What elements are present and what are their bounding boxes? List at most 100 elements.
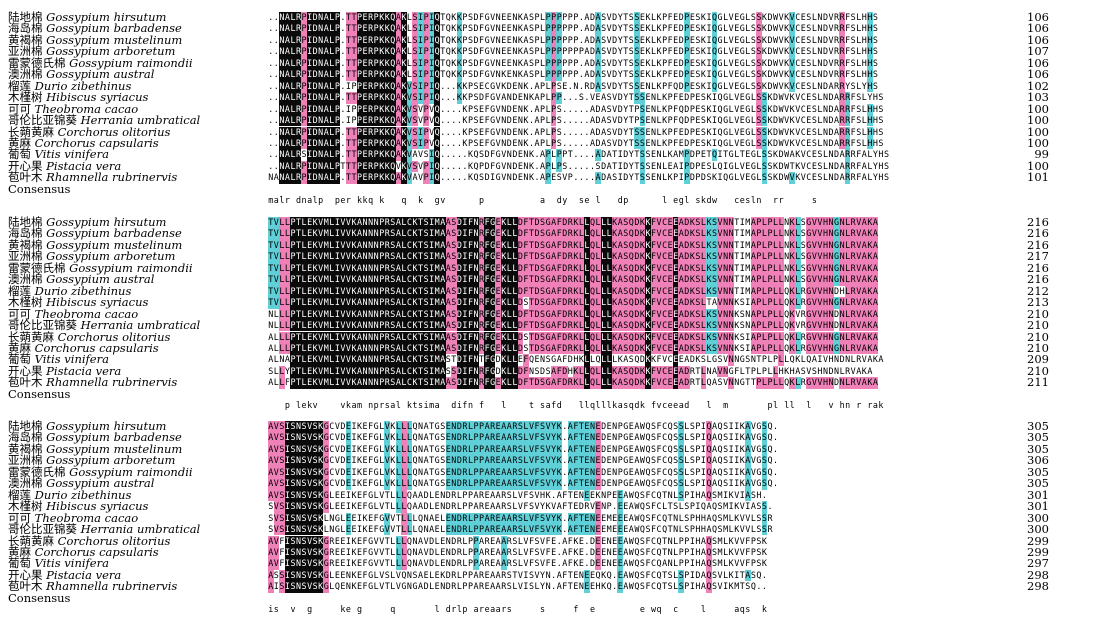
residue-end-number: 301 xyxy=(1027,487,1049,502)
sequence-row: 澳洲棉 Gossypium austral TVLLPTLEKVMLIVVKANN… xyxy=(0,272,1100,287)
sequence-row: 黄麻 Corchorus capsularis AVFISNSVSKGREEIKE… xyxy=(0,544,1100,559)
sequence-residues: AISISNSVSKGLQENKEFGLVTLVGNGADLENDRLPPARE… xyxy=(268,581,768,593)
species-label: 海岛棉 Gossypium barbadense xyxy=(8,228,182,240)
sequence-row: 陆地棉 Gossypium hirsutum AVSISNSVSKGCVDEIKE… xyxy=(0,419,1100,433)
residue-end-number: 306 xyxy=(1027,453,1049,468)
species-chinese-name: 苞叶木 xyxy=(8,579,43,594)
species-chinese-name: 黄麻 xyxy=(8,544,31,559)
sequence-residues: AVSISNSVSKGCVDEIKEFGLVKLLLQNATGSENDRLPPA… xyxy=(268,478,779,490)
residue-end-number: 210 xyxy=(1027,363,1049,378)
sequence-row: 黄麻 Corchorus capsularis ALLLPTLEKVMLIVVKA… xyxy=(0,342,1100,355)
species-label: 黄褐棉 Gossypium mustelinum xyxy=(8,441,183,456)
residue-end-number: 100 xyxy=(1027,158,1049,173)
residue-end-number: 216 xyxy=(1027,226,1049,241)
species-chinese-name: 可可 xyxy=(8,306,31,321)
species-label: 长蒴黄麻 Corchorus olitorius xyxy=(8,124,171,139)
sequence-row: 黄麻 Corchorus capsularis ..NALRPIDNALP.TTP… xyxy=(0,135,1100,150)
species-label: 开心果 Pistacia vera xyxy=(8,567,122,582)
species-latin-name: Theobroma cacao xyxy=(34,101,139,116)
species-latin-name: Rhamnella rubrinervis xyxy=(46,375,178,390)
species-latin-name: Vitis vinifera xyxy=(34,147,109,162)
species-latin-name: Durio zibethinus xyxy=(34,78,132,93)
species-latin-name: Gossypium hirsutum xyxy=(46,215,167,229)
species-latin-name: Hibiscus syriacus xyxy=(46,90,149,105)
residue-end-number: 305 xyxy=(1027,464,1049,479)
species-label: 葡萄 Vitis vinifera xyxy=(8,556,109,571)
residue-end-number: 101 xyxy=(1027,170,1049,185)
species-label: 苞叶木 Rhamnella rubrinervis xyxy=(8,375,178,390)
species-chinese-name: 可可 xyxy=(8,101,31,116)
species-latin-name: Vitis vinifera xyxy=(34,556,109,571)
species-label: 陆地棉 Gossypium hirsutum xyxy=(8,11,166,23)
species-chinese-name: 雷蒙德氏棉 xyxy=(8,464,66,479)
sequence-residues: AVSISNSVSKGCVDEIKEFGLVKLLLQNATGSENDRLPPA… xyxy=(268,432,779,444)
sequence-row: 榴莲 Durio zibethinus TVLLPTLEKVMLIVVKANNNP… xyxy=(0,283,1100,298)
consensus-label: Consensus xyxy=(8,590,71,605)
sequence-row: 黄褐棉 Gossypium mustelinum TVLLPTLEKVMLIVVK… xyxy=(0,237,1100,252)
species-latin-name: Pistacia vera xyxy=(46,567,122,582)
residue-end-number: 102 xyxy=(1027,78,1049,93)
sequence-residues: NLLLPTLEKVMLIVVKANNNPRSALCKTSIMAASDIFNRF… xyxy=(268,320,879,332)
species-latin-name: Corchorus olitorius xyxy=(57,124,171,139)
species-chinese-name: 黄褐棉 xyxy=(8,441,43,456)
sequence-row: 亚洲棉 Gossypium arboretum ..NALRPIDNALP.TTP… xyxy=(0,44,1100,59)
residue-end-number: 210 xyxy=(1027,329,1049,344)
sequence-row: 榴莲 Durio zibethinus ..NALRPIDNALP.IPPERPK… xyxy=(0,78,1100,93)
sequence-row: 葡萄 Vitis vinifera ALNAPTLEKVMLIVVKANNNPRS… xyxy=(0,352,1100,367)
species-label: 木槿树 Hibiscus syriacus xyxy=(8,500,148,512)
species-chinese-name: 雷蒙德氏棉 xyxy=(8,55,66,70)
sequence-row: 海岛棉 Gossypium barbadense AVSISNSVSKGCVDEI… xyxy=(0,430,1100,445)
species-latin-name: Herrania umbratical xyxy=(80,522,201,537)
residue-end-number: 107 xyxy=(1027,44,1049,59)
species-latin-name: Gossypium arboretum xyxy=(46,249,176,264)
species-label: 黄麻 Corchorus capsularis xyxy=(8,135,159,150)
species-latin-name: Gossypium austral xyxy=(46,272,155,287)
sequence-row: 长蒴黄麻 Corchorus olitorius ..NALRPIDNALP.TT… xyxy=(0,124,1100,139)
species-label: 亚洲棉 Gossypium arboretum xyxy=(8,44,175,59)
residue-end-number: 300 xyxy=(1027,522,1049,537)
species-chinese-name: 亚洲棉 xyxy=(8,44,43,59)
sequence-row: 苞叶木 Rhamnella rubrinervis NANALRPIDNALP.T… xyxy=(0,170,1100,185)
species-label: 开心果 Pistacia vera xyxy=(8,363,122,378)
sequence-residues: TVLLPTLEKVMLIVVKANNNPRSALCKTSIMAASDIFNRF… xyxy=(268,251,879,263)
species-latin-name: Rhamnella rubrinervis xyxy=(46,579,178,594)
sequence-residues: SVSISNSVSKLNGLEEIKEFGVVTLLLQNAELENDRLPPA… xyxy=(268,512,773,524)
residue-end-number: 216 xyxy=(1027,237,1049,252)
sequence-residues: ..NALRPIDNALP.TTPERPKKQAKVSIPIQ...KKPSDF… xyxy=(268,92,884,104)
species-label: 亚洲棉 Gossypium arboretum xyxy=(8,455,175,467)
species-latin-name: Pistacia vera xyxy=(46,158,122,173)
sequence-residues: AVSISNSVSKGCVDEIKEFGLVKLLLQNATGSENDRLPPA… xyxy=(268,443,779,456)
species-latin-name: Pistacia vera xyxy=(46,363,122,378)
residue-end-number: 299 xyxy=(1027,533,1049,548)
species-latin-name: Corchorus capsularis xyxy=(34,135,159,150)
species-latin-name: Gossypium barbadense xyxy=(46,430,182,445)
residue-end-number: 301 xyxy=(1027,499,1049,514)
species-label: 苞叶木 Rhamnella rubrinervis xyxy=(8,579,178,594)
sequence-row: 开心果 Pistacia vera SLLYPTLEKVMLIVVKANNNPRS… xyxy=(0,363,1100,378)
species-label: 黄麻 Corchorus capsularis xyxy=(8,544,159,559)
residue-end-number: 305 xyxy=(1027,419,1049,433)
residue-end-number: 106 xyxy=(1027,32,1049,47)
species-latin-name: Gossypium raimondii xyxy=(69,55,193,70)
sequence-row: 长蒴黄麻 Corchorus olitorius ALLLPTLEKVMLIVVK… xyxy=(0,329,1100,344)
sequence-residues: ..NALRPIDNALP.TTPERPKKQAKVSIPVQ....KPSEF… xyxy=(268,126,884,138)
residue-end-number: 305 xyxy=(1027,476,1049,491)
sequence-residues: TVLLPTLEKVMLIVVKANNNPRSALCKTSIMAASDIFNRF… xyxy=(268,274,879,286)
species-label: 雷蒙德氏棉 Gossypium raimondii xyxy=(8,55,193,70)
species-latin-name: Theobroma cacao xyxy=(34,510,139,525)
species-latin-name: Durio zibethinus xyxy=(34,283,132,298)
sequence-residues: ASSISNSVSKGLEENKEFGLVSLVQNSAELEKDRLPPARE… xyxy=(268,569,768,582)
residue-end-number: 103 xyxy=(1027,90,1049,105)
species-latin-name: Theobroma cacao xyxy=(34,306,139,321)
species-chinese-name: 澳洲棉 xyxy=(8,476,43,491)
sequence-residues: NLLLPTLEKVMLIVVKANNNPRSALCKTSIMAASDIFNRF… xyxy=(268,308,879,320)
residue-end-number: 209 xyxy=(1027,352,1049,367)
sequence-residues: TVLLPTLEKVMLIVVKANNNPRSALCKTSIMAASDIFNRF… xyxy=(268,285,879,298)
species-label: 榴莲 Durio zibethinus xyxy=(8,489,131,501)
sequence-residues: NANALRPIDNALP.TTPERPKKQAKVAVPIQ.....KQSD… xyxy=(268,172,890,184)
species-label: 可可 Theobroma cacao xyxy=(8,510,139,525)
species-latin-name: Gossypium raimondii xyxy=(69,464,193,479)
species-latin-name: Rhamnella rubrinervis xyxy=(46,170,178,185)
sequence-row: 海岛棉 Gossypium barbadense ..NALRPIDNALP.TT… xyxy=(0,22,1100,35)
species-latin-name: Gossypium mustelinum xyxy=(46,441,183,456)
